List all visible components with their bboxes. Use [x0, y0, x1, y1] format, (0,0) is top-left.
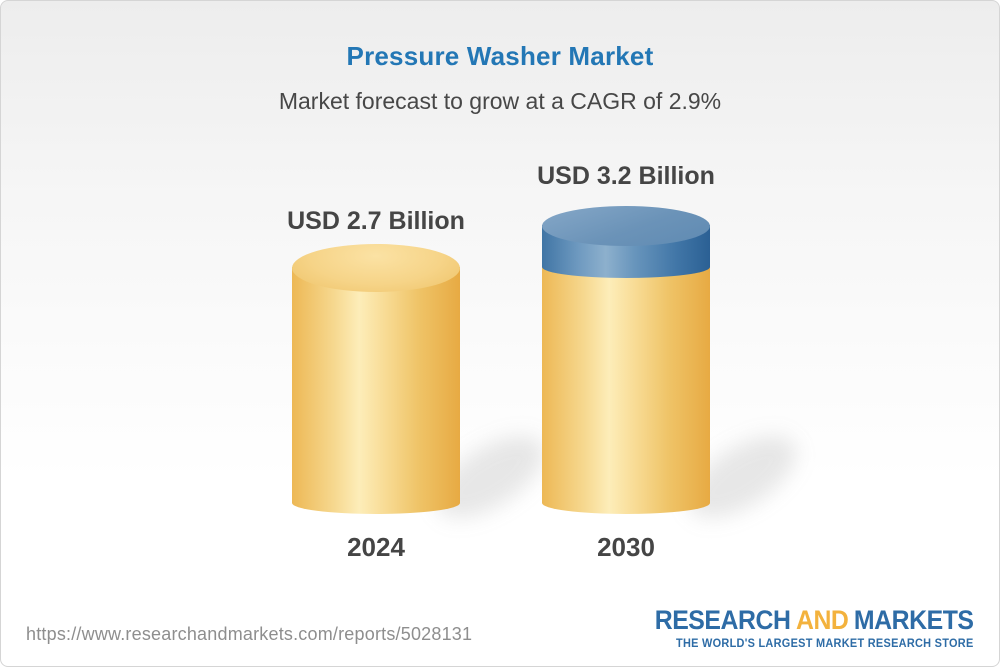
value-label-2024: USD 2.7 Billion	[287, 207, 465, 235]
cylinder-2024-bottom-edge	[292, 492, 460, 514]
cylinder-2024-top-cap	[292, 244, 460, 292]
logo-word-markets: MARKETS	[854, 605, 974, 635]
logo-tagline: THE WORLD'S LARGEST MARKET RESEARCH STOR…	[676, 638, 974, 650]
logo-wordmark: RESEARCH AND MARKETS	[655, 605, 974, 636]
report-url-link[interactable]: https://www.researchandmarkets.com/repor…	[26, 624, 473, 644]
cylinder-2030-growth-band-bottom-edge	[542, 256, 710, 278]
cylinder-2030-top-cap	[542, 206, 710, 246]
cylinder-2024-body	[292, 267, 460, 503]
category-label-2024: 2024	[347, 532, 405, 562]
cylinder-2030-base-body	[542, 263, 710, 503]
research-and-markets-logo: RESEARCH AND MARKETS THE WORLD'S LARGEST M…	[627, 605, 974, 650]
chart-header: Pressure Washer Market Market forecast t…	[1, 1, 999, 115]
value-label-2030: USD 3.2 Billion	[537, 162, 715, 190]
logo-word-and: AND	[796, 605, 849, 635]
category-label-2030: 2030	[597, 532, 655, 562]
cylinder-2030-bottom-edge	[542, 492, 710, 514]
logo-word-research: RESEARCH	[655, 605, 791, 635]
page-subtitle: Market forecast to grow at a CAGR of 2.9…	[278, 88, 722, 114]
page-title: Pressure Washer Market	[346, 41, 654, 71]
